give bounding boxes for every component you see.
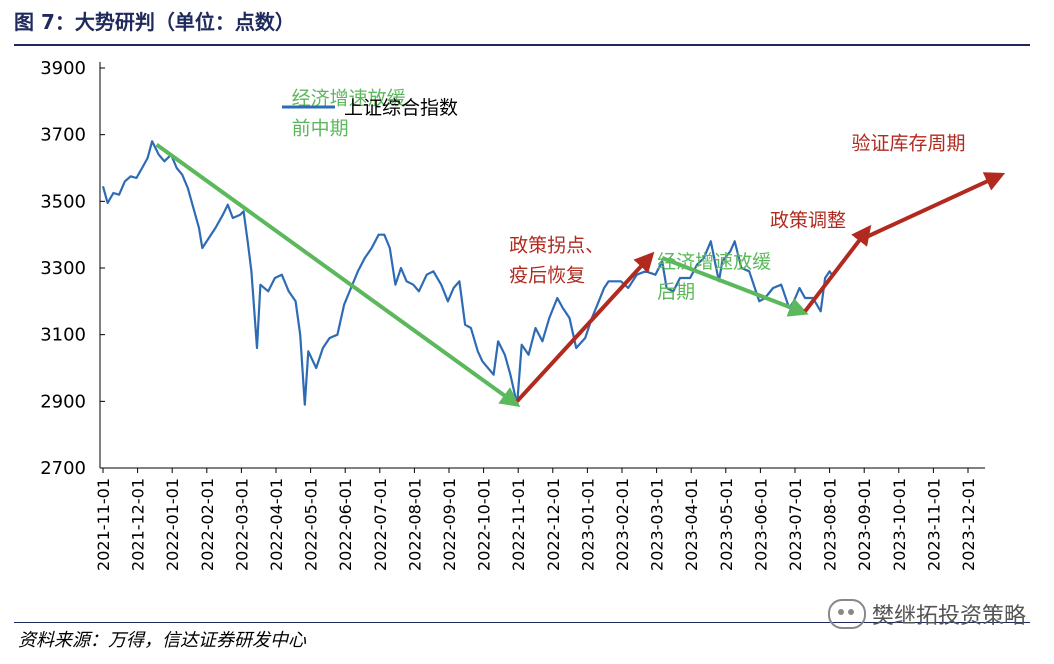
title-divider	[14, 44, 1030, 46]
x-tick-label: 2023-08-01	[821, 478, 840, 571]
x-tick-label: 2023-11-01	[924, 478, 943, 571]
y-tick-label: 3900	[40, 58, 86, 79]
x-tick-label: 2023-12-01	[959, 478, 978, 571]
x-tick-label: 2022-09-01	[440, 478, 459, 571]
trend-arrow-green	[155, 143, 521, 408]
trend-annotation: 经济增速放缓	[657, 251, 771, 273]
x-tick-label: 2022-10-01	[475, 478, 494, 571]
x-tick-label: 2023-02-01	[613, 478, 632, 571]
x-tick-label: 2022-01-01	[163, 478, 182, 571]
x-tick-label: 2021-12-01	[129, 478, 148, 571]
trend-annotation: 疫后恢复	[509, 264, 585, 286]
x-tick-label: 2023-05-01	[717, 478, 736, 571]
x-tick-label: 2023-09-01	[855, 478, 874, 571]
x-tick-label: 2022-06-01	[336, 478, 355, 571]
series-layer	[101, 140, 833, 406]
chart-legend: 上证综合指数	[282, 97, 458, 119]
trend-annotation: 验证库存周期	[851, 133, 965, 155]
source-note: 资料来源：万得，信达证券研发中心	[18, 630, 306, 651]
x-tick-label: 2022-08-01	[405, 478, 424, 571]
x-tick-label: 2022-11-01	[509, 478, 528, 571]
x-tick-label: 2021-11-01	[94, 478, 113, 571]
chart-axes: 3900 3700 3500 3300 3100 2900 2700 2021-11-01 20…	[40, 58, 985, 571]
x-tick-label: 2022-04-01	[267, 478, 286, 571]
x-tick-label: 2023-10-01	[890, 478, 909, 571]
trend-annotation: 前中期	[292, 118, 349, 140]
x-tick-label: 2023-07-01	[786, 478, 805, 571]
x-tick-label: 2023-06-01	[751, 478, 770, 571]
x-tick-label: 2022-02-01	[198, 478, 217, 571]
figure-title: 图 7：大势研判（单位：点数）	[14, 10, 295, 34]
x-tick-label: 2022-07-01	[371, 478, 390, 571]
x-tick-label: 2022-03-01	[232, 478, 251, 571]
trend-arrow-red	[515, 251, 655, 403]
watermark: 樊继拓投资策略	[827, 598, 1026, 630]
y-tick-label: 3100	[40, 325, 86, 346]
x-tick-label: 2022-12-01	[544, 478, 563, 571]
y-tick-label: 3700	[40, 125, 86, 146]
trend-arrow-red	[803, 224, 872, 313]
y-tick-label: 2700	[40, 458, 86, 479]
trend-arrow-green	[661, 256, 809, 317]
legend-label: 上证综合指数	[344, 97, 458, 119]
y-tick-label: 3300	[40, 258, 86, 279]
trend-annotation: 政策调整	[770, 209, 846, 231]
trend-annotation: 后期	[657, 281, 695, 303]
trend-annotation: 政策拐点、	[509, 234, 604, 256]
trend-arrow-red	[863, 172, 1006, 240]
trend-annotation: 经济增速放缓	[292, 88, 406, 110]
x-tick-label: 2022-05-01	[302, 478, 321, 571]
watermark-text: 樊继拓投资策略	[871, 604, 1026, 629]
x-tick-label: 2023-03-01	[648, 478, 667, 571]
y-tick-label: 2900	[40, 391, 86, 412]
x-tick-label: 2023-01-01	[578, 478, 597, 571]
series-line-shanghai-composite	[101, 140, 833, 406]
wechat-icon	[827, 599, 866, 629]
y-tick-label: 3500	[40, 191, 86, 212]
footer-divider	[14, 622, 1030, 623]
x-tick-label: 2023-04-01	[682, 478, 701, 571]
